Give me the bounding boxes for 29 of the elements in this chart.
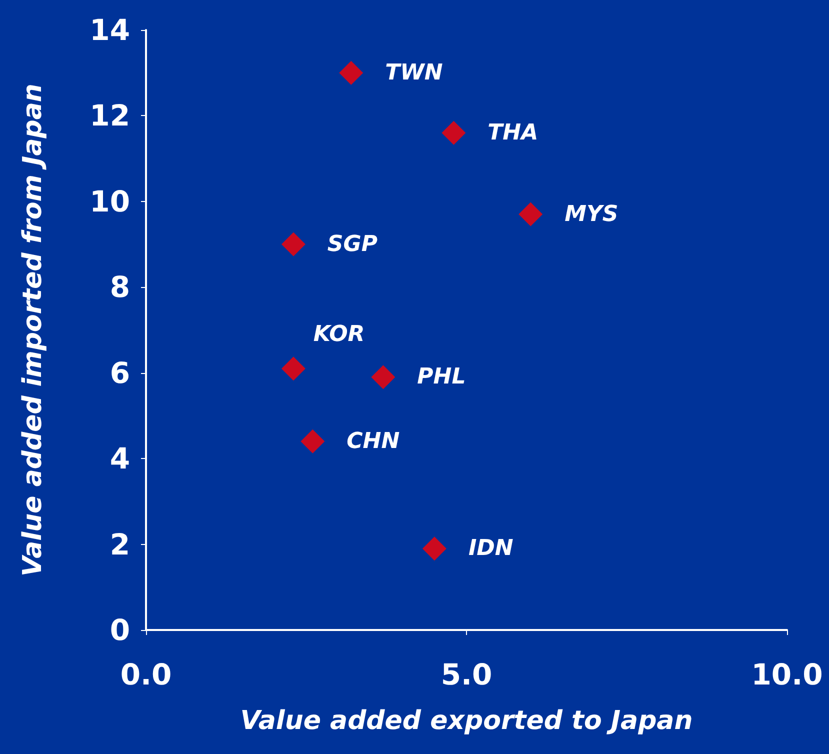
x-tick-label: 10.0 bbox=[751, 658, 823, 692]
annotation: SGP bbox=[327, 232, 378, 257]
point bbox=[339, 60, 364, 85]
point bbox=[442, 120, 466, 145]
y-tick-label: 10 bbox=[90, 184, 130, 218]
point bbox=[300, 429, 325, 454]
point bbox=[518, 202, 543, 226]
annotation: IDN bbox=[468, 536, 514, 562]
y-tick-label: 4 bbox=[110, 442, 130, 476]
y-tick-label: 12 bbox=[90, 98, 130, 133]
annotation: MYS bbox=[564, 202, 618, 227]
y-tick-label: 8 bbox=[110, 270, 130, 304]
x-axis-title: Value added exported to Japan bbox=[240, 706, 693, 736]
y-tick-label: 2 bbox=[110, 527, 130, 562]
point bbox=[281, 232, 306, 256]
annotation: KOR bbox=[313, 322, 365, 348]
point bbox=[371, 365, 396, 390]
y-tick-label: 6 bbox=[110, 356, 130, 390]
y-axis-title: Value added imported from Japan bbox=[18, 84, 48, 576]
y-tick-label: 14 bbox=[90, 13, 130, 47]
y-tick-label: 0 bbox=[110, 613, 130, 647]
x-tick-label: 0.0 bbox=[120, 658, 172, 692]
point bbox=[281, 356, 306, 381]
point bbox=[422, 536, 446, 561]
x-tick-label: 5.0 bbox=[440, 658, 492, 692]
annotation: TWN bbox=[385, 60, 443, 86]
annotation: PHL bbox=[417, 364, 466, 390]
annotation: CHN bbox=[346, 428, 400, 454]
annotation: THA bbox=[488, 120, 538, 146]
